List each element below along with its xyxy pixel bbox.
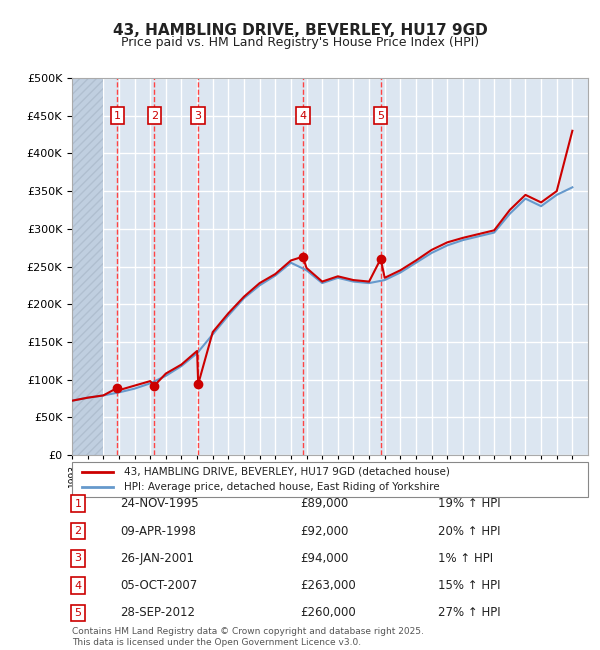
Text: £94,000: £94,000 bbox=[300, 552, 349, 565]
Text: £260,000: £260,000 bbox=[300, 606, 356, 619]
Text: 43, HAMBLING DRIVE, BEVERLEY, HU17 9GD: 43, HAMBLING DRIVE, BEVERLEY, HU17 9GD bbox=[113, 23, 487, 38]
Text: 27% ↑ HPI: 27% ↑ HPI bbox=[438, 606, 500, 619]
Text: £92,000: £92,000 bbox=[300, 525, 349, 538]
Text: 28-SEP-2012: 28-SEP-2012 bbox=[120, 606, 195, 619]
Text: Contains HM Land Registry data © Crown copyright and database right 2025.
This d: Contains HM Land Registry data © Crown c… bbox=[72, 627, 424, 647]
Text: 5: 5 bbox=[74, 608, 82, 618]
Text: 3: 3 bbox=[74, 553, 82, 564]
Text: HPI: Average price, detached house, East Riding of Yorkshire: HPI: Average price, detached house, East… bbox=[124, 482, 439, 492]
FancyBboxPatch shape bbox=[72, 462, 588, 497]
Text: 1% ↑ HPI: 1% ↑ HPI bbox=[438, 552, 493, 565]
Text: 3: 3 bbox=[194, 111, 202, 121]
Text: £263,000: £263,000 bbox=[300, 579, 356, 592]
Text: 2: 2 bbox=[74, 526, 82, 536]
Text: 1: 1 bbox=[74, 499, 82, 509]
Text: 5: 5 bbox=[377, 111, 384, 121]
Text: 2: 2 bbox=[151, 111, 158, 121]
Text: 05-OCT-2007: 05-OCT-2007 bbox=[120, 579, 197, 592]
Text: £89,000: £89,000 bbox=[300, 497, 348, 510]
Text: 19% ↑ HPI: 19% ↑ HPI bbox=[438, 497, 500, 510]
Text: 1: 1 bbox=[114, 111, 121, 121]
Text: 15% ↑ HPI: 15% ↑ HPI bbox=[438, 579, 500, 592]
Text: 09-APR-1998: 09-APR-1998 bbox=[120, 525, 196, 538]
Text: 4: 4 bbox=[299, 111, 307, 121]
Text: 20% ↑ HPI: 20% ↑ HPI bbox=[438, 525, 500, 538]
Text: Price paid vs. HM Land Registry's House Price Index (HPI): Price paid vs. HM Land Registry's House … bbox=[121, 36, 479, 49]
Text: 26-JAN-2001: 26-JAN-2001 bbox=[120, 552, 194, 565]
Text: 43, HAMBLING DRIVE, BEVERLEY, HU17 9GD (detached house): 43, HAMBLING DRIVE, BEVERLEY, HU17 9GD (… bbox=[124, 467, 449, 476]
Text: 4: 4 bbox=[74, 580, 82, 591]
Text: 24-NOV-1995: 24-NOV-1995 bbox=[120, 497, 199, 510]
